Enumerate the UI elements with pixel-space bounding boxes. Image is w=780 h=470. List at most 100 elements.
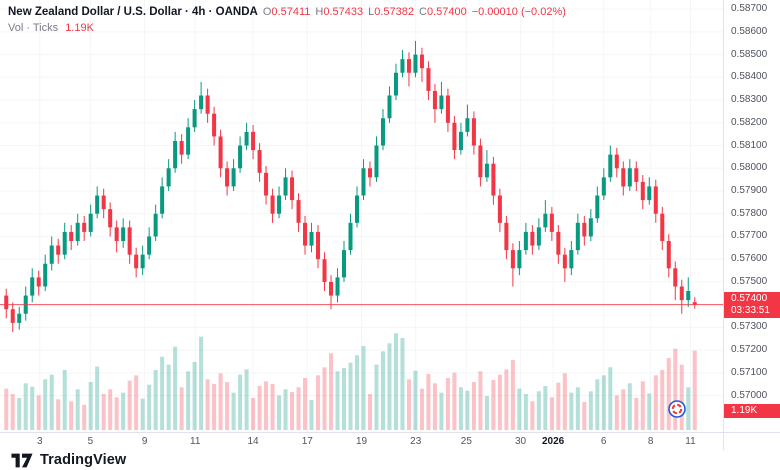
volume-bar	[569, 392, 574, 430]
price-axis-label: 0.57700	[731, 230, 768, 242]
candle	[569, 241, 574, 276]
time-axis[interactable]: 3 5 9 11 14 17 19 23 25 30 2026 6 8 11	[0, 432, 723, 450]
candle	[634, 161, 639, 191]
candle	[108, 202, 113, 237]
volume-bar	[231, 392, 236, 430]
volume-bar	[491, 380, 496, 430]
price-axis-label: 0.57000	[731, 389, 768, 401]
price-axis-label: 0.57200	[731, 344, 768, 356]
volume-bar	[296, 387, 301, 430]
candle	[88, 204, 93, 237]
candle	[316, 225, 321, 269]
candle	[510, 243, 515, 287]
volume-bar	[387, 343, 392, 430]
candle	[478, 138, 483, 187]
candle	[244, 122, 249, 151]
volume-bar	[530, 401, 535, 430]
candle	[400, 50, 405, 78]
volume-bar	[127, 380, 132, 430]
volume-bar	[374, 364, 379, 430]
brand-name: TradingView	[40, 451, 127, 468]
candle	[10, 302, 15, 332]
volume-bar	[679, 364, 684, 430]
volume-bar	[445, 378, 450, 430]
candle	[595, 186, 600, 223]
price-axis-label: 0.58500	[731, 48, 768, 60]
candle	[43, 254, 48, 292]
candle	[614, 147, 619, 178]
volume-bar	[88, 382, 93, 430]
candle	[445, 88, 450, 132]
price-axis-label: 0.58600	[731, 25, 768, 37]
candle	[432, 84, 437, 123]
brand-footer[interactable]: TradingView	[10, 449, 126, 470]
volume-bar	[413, 370, 418, 430]
candle	[212, 106, 217, 146]
candle	[309, 222, 314, 253]
candle	[367, 161, 372, 187]
candle	[23, 286, 28, 321]
time-axis-label: 6	[600, 436, 607, 447]
economic-event-icon[interactable]	[668, 400, 686, 418]
candle	[660, 206, 665, 251]
open-label: O	[262, 6, 272, 18]
candle	[484, 150, 489, 182]
volume-study-label[interactable]: Vol · Ticks	[8, 22, 59, 34]
volume-bar	[101, 394, 106, 430]
volume-bar	[218, 373, 223, 430]
volume-bar	[56, 399, 61, 430]
volume-bar	[283, 389, 288, 430]
candle	[270, 188, 275, 223]
candle	[653, 179, 658, 223]
volume-bar	[627, 383, 632, 430]
volume-bar	[582, 402, 587, 430]
candlestick-chart[interactable]	[0, 0, 723, 432]
volume-bar	[82, 404, 87, 430]
volume-bar	[251, 398, 256, 430]
price-axis[interactable]: 0.57400 03:33:51 1.19K 0.58700 0.58600 0.5…	[723, 0, 780, 432]
time-axis-label: 11	[190, 436, 201, 447]
candle	[465, 104, 470, 137]
volume-bar	[452, 372, 457, 430]
bar-countdown: 03:33:51	[731, 304, 770, 316]
symbol-title[interactable]: New Zealand Dollar / U.S. Dollar · 4h · …	[8, 6, 258, 18]
candle	[530, 225, 535, 255]
candle	[692, 297, 697, 309]
candle	[329, 275, 334, 310]
volume-bar	[367, 394, 372, 430]
volume-bar	[140, 398, 145, 430]
candle	[608, 145, 613, 182]
candle	[549, 206, 554, 242]
volume-bar	[640, 381, 645, 430]
time-axis-label: 5	[87, 436, 94, 447]
volume-bar	[62, 370, 67, 430]
candles	[4, 40, 697, 332]
candle	[419, 47, 424, 82]
candle	[225, 161, 230, 196]
candle	[426, 61, 431, 101]
volume-bar	[147, 384, 152, 430]
time-axis-label: 8	[647, 436, 654, 447]
close-label: C	[418, 6, 427, 18]
volume-bar	[10, 394, 15, 430]
volume-bar	[517, 388, 522, 430]
candle	[147, 227, 152, 260]
candle	[491, 156, 496, 205]
volume-bar	[75, 389, 80, 430]
volume-bar	[244, 369, 249, 430]
volume-bar	[556, 382, 561, 430]
time-axis-label: 19	[355, 436, 368, 447]
candle	[140, 245, 145, 276]
candle	[335, 268, 340, 303]
volume-bar	[497, 374, 502, 430]
candle	[134, 247, 139, 278]
volume-bar	[484, 396, 489, 430]
price-axis-label: 0.58300	[731, 94, 768, 106]
candle	[173, 131, 178, 173]
candle	[257, 143, 262, 182]
volume-bar	[108, 389, 113, 430]
candle	[348, 213, 353, 255]
price-axis-label: 0.57900	[731, 184, 768, 196]
axis-corner	[723, 432, 780, 450]
tradingview-logo-icon	[11, 453, 33, 467]
